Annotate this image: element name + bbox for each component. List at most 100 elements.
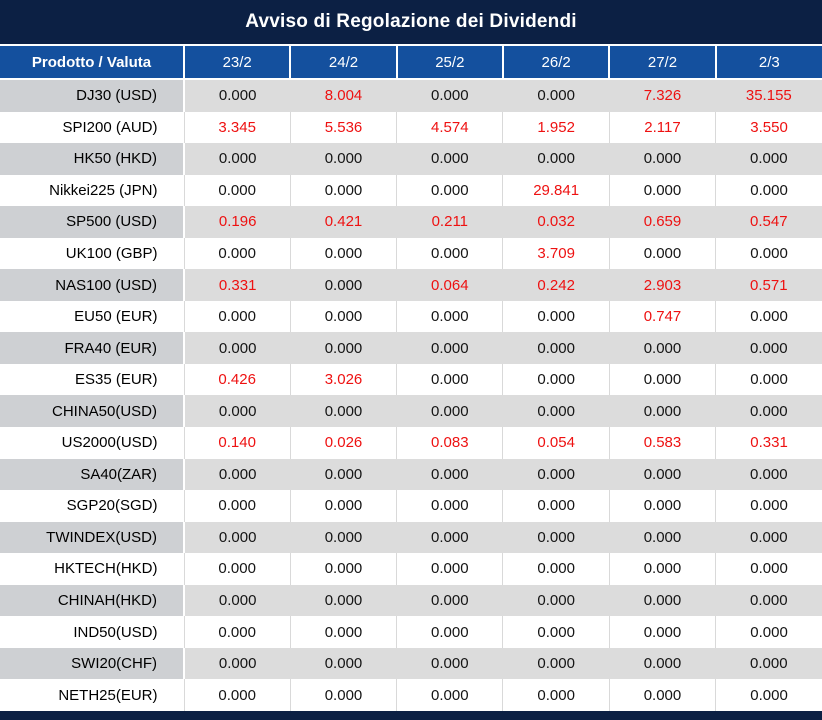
table-row: CHINAH(HKD) 0.000 0.000 0.000 0.000 0.000 0.00… [0, 584, 822, 617]
value-cell: 0.242 [502, 269, 610, 301]
value-cell: 0.000 [502, 616, 610, 648]
value-cell: 0.331 [715, 427, 822, 459]
value-cell: 0.000 [715, 490, 822, 522]
value-cell: 0.000 [715, 616, 822, 648]
value-cell: 0.000 [609, 332, 716, 364]
value-cell: 0.000 [290, 269, 397, 301]
value-cell: 0.000 [290, 300, 398, 333]
value-cell: 0.000 [184, 300, 291, 333]
value-cell: 0.000 [396, 143, 503, 175]
value-cell: 0.000 [396, 458, 503, 491]
value-cell: 0.000 [290, 174, 398, 207]
value-cell: 0.000 [609, 553, 717, 585]
value-cell: 0.000 [715, 143, 822, 175]
value-cell: 0.000 [715, 679, 822, 711]
value-cell: 0.000 [396, 553, 504, 585]
table-row: TWINDEX(USD) 0.000 0.000 0.000 0.000 0.000 0.0… [0, 521, 822, 554]
value-cell: 0.000 [184, 237, 291, 270]
value-cell: 0.000 [502, 490, 610, 522]
value-cell: 0.000 [396, 395, 503, 428]
product-cell: CHINA50(USD) [0, 395, 185, 428]
value-cell: 0.747 [609, 300, 717, 333]
value-cell: 0.000 [502, 300, 610, 333]
value-cell: 0.000 [609, 143, 716, 175]
header-date-24-2: 24/2 [290, 46, 398, 80]
value-cell: 0.000 [184, 79, 291, 112]
product-cell: IND50(USD) [0, 616, 185, 648]
title-bar: Avviso di Regolazione dei Dividendi [0, 0, 822, 46]
value-cell: 0.000 [396, 79, 503, 112]
value-cell: 0.000 [290, 553, 398, 585]
table-row: NETH25(EUR) 0.000 0.000 0.000 0.000 0.000 0.00… [0, 679, 822, 711]
value-cell: 0.000 [290, 458, 397, 491]
value-cell: 0.000 [290, 679, 398, 711]
product-cell: CHINAH(HKD) [0, 584, 185, 617]
value-cell: 0.000 [290, 332, 397, 364]
value-cell: 3.345 [184, 111, 291, 144]
value-cell: 0.000 [609, 395, 716, 428]
value-cell: 0.000 [184, 332, 291, 364]
value-cell: 0.000 [715, 395, 822, 428]
value-cell: 0.426 [184, 363, 291, 396]
value-cell: 0.083 [396, 427, 504, 459]
header-date-2-3: 2/3 [715, 46, 822, 80]
value-cell: 1.952 [502, 111, 610, 144]
value-cell: 29.841 [502, 174, 610, 207]
value-cell: 0.421 [290, 206, 397, 238]
value-cell: 0.000 [290, 395, 397, 428]
product-cell: SWI20(CHF) [0, 647, 185, 680]
value-cell: 0.000 [609, 363, 717, 396]
value-cell: 0.331 [184, 269, 291, 301]
table-row: SP500 (USD) 0.196 0.421 0.211 0.032 0.659 0.54… [0, 206, 822, 238]
header-date-27-2: 27/2 [609, 46, 717, 80]
value-cell: 0.000 [396, 174, 504, 207]
value-cell: 0.000 [184, 584, 291, 617]
value-cell: 0.000 [502, 395, 610, 428]
value-cell: 0.000 [290, 237, 398, 270]
value-cell: 2.903 [609, 269, 716, 301]
value-cell: 0.000 [184, 490, 291, 522]
value-cell: 0.000 [609, 616, 717, 648]
value-cell: 0.000 [609, 237, 717, 270]
value-cell: 3.026 [290, 363, 398, 396]
product-cell: NETH25(EUR) [0, 679, 185, 711]
table-row: SWI20(CHF) 0.000 0.000 0.000 0.000 0.000 0.000 [0, 647, 822, 680]
product-cell: FRA40 (EUR) [0, 332, 185, 364]
value-cell: 0.196 [184, 206, 291, 238]
value-cell: 0.000 [184, 679, 291, 711]
value-cell: 0.000 [715, 332, 822, 364]
value-cell: 0.026 [290, 427, 398, 459]
product-cell: Nikkei225 (JPN) [0, 174, 185, 207]
header-date-26-2: 26/2 [502, 46, 611, 80]
value-cell: 0.000 [715, 363, 822, 396]
value-cell: 0.000 [184, 616, 291, 648]
value-cell: 8.004 [290, 79, 397, 112]
value-cell: 0.000 [609, 490, 717, 522]
value-cell: 0.000 [609, 174, 717, 207]
value-cell: 0.000 [715, 584, 822, 617]
value-cell: 0.211 [396, 206, 503, 238]
value-cell: 5.536 [290, 111, 398, 144]
product-cell: TWINDEX(USD) [0, 521, 185, 554]
value-cell: 0.000 [715, 521, 822, 554]
value-cell: 0.547 [715, 206, 822, 238]
header-date-25-2: 25/2 [396, 46, 504, 80]
value-cell: 0.000 [609, 679, 717, 711]
value-cell: 0.000 [502, 521, 610, 554]
value-cell: 0.000 [290, 490, 398, 522]
value-cell: 0.000 [502, 679, 610, 711]
value-cell: 0.000 [396, 490, 504, 522]
value-cell: 0.000 [184, 521, 291, 554]
product-cell: HK50 (HKD) [0, 143, 185, 175]
value-cell: 0.000 [396, 521, 503, 554]
dividend-table: Prodotto / Valuta 23/2 24/2 25/2 26/2 27… [0, 46, 822, 711]
value-cell: 0.000 [396, 332, 503, 364]
product-cell: DJ30 (USD) [0, 79, 185, 112]
value-cell: 0.064 [396, 269, 503, 301]
value-cell: 0.000 [715, 237, 822, 270]
value-cell: 0.000 [502, 458, 610, 491]
table-body: DJ30 (USD) 0.000 8.004 0.000 0.000 7.326 35.15… [0, 79, 822, 711]
value-cell: 0.571 [715, 269, 822, 301]
value-cell: 2.117 [609, 111, 717, 144]
